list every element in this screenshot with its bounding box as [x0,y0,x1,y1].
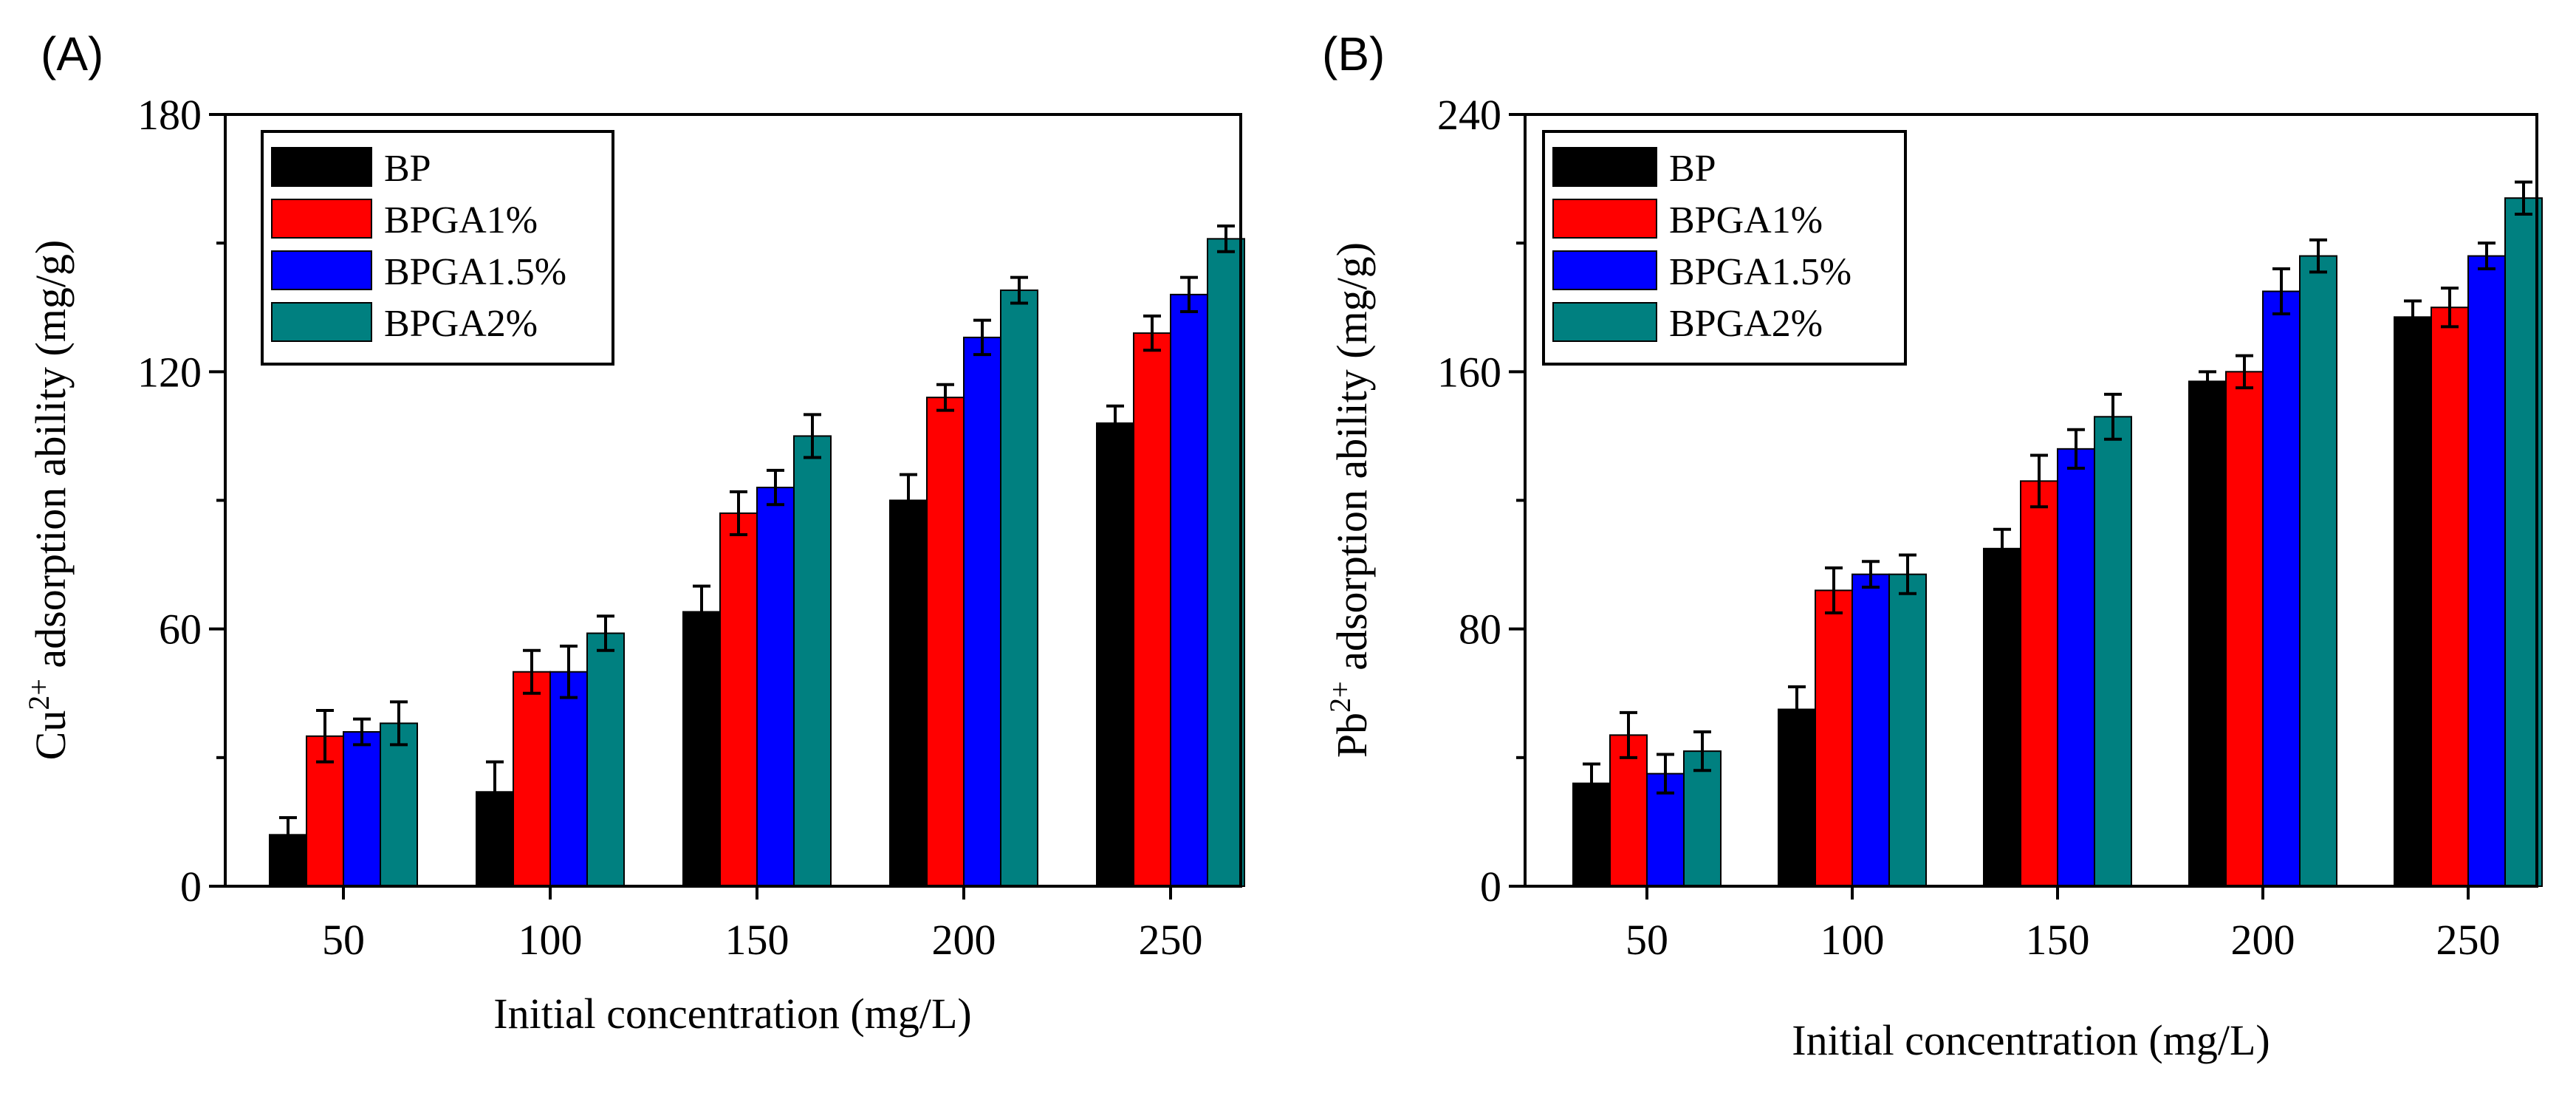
x-tick-label-100-b: 100 [1820,916,1885,964]
legend-swatch-bpga15-a [271,250,372,290]
legend-b: BP BPGA1% BPGA1.5% BPGA2% [1542,130,1907,366]
x-axis-title-b: Initial concentration (mg/L) [1792,1016,2270,1064]
x-tick-label-200-a: 200 [932,916,996,964]
bar-bp-100-b [1778,708,1816,887]
bar-bp-200-b [2188,380,2227,887]
x-tick-label-150-a: 150 [725,916,789,964]
bar-bpga1-200-b [2225,371,2264,888]
bar-bpga15-250-a [1170,293,1208,888]
bar-bpga15-50-a [343,731,381,887]
bar-bpga1-250-b [2431,306,2469,887]
x-axis-title-a: Initial concentration (mg/L) [493,990,971,1038]
x-tick-label-150-b: 150 [2026,916,2090,964]
bar-bpga15-250-b [2467,255,2506,888]
bar-bpga1-200-a [926,397,965,887]
y-tick-label-3-a: 180 [137,91,202,139]
legend-label-bpga1-a: BPGA1% [384,199,538,241]
legend-swatch-bpga15-b [1552,250,1657,290]
bar-bpga2-50-b [1683,750,1722,887]
bar-bpga15-200-b [2262,290,2301,887]
legend-label-bpga15-b: BPGA1.5% [1669,251,1852,293]
x-axis-ticks-b: 50 100 150 200 250 [1626,886,2501,964]
bar-bpga15-100-b [1852,573,1890,887]
bar-bpga2-200-b [2299,255,2337,888]
bar-bp-150-b [1983,547,2021,887]
error-bars-b [1583,180,2532,804]
y-axis-title-b: Pb2+ adsorption ability (mg/g) [1323,242,1376,758]
y-axis-title-rest-b: adsorption ability (mg/g) [1328,242,1376,681]
legend-label-bpga2-b: BPGA2% [1669,303,1823,345]
y-axis-title-ion-a: Cu [27,710,75,761]
bar-bpga15-200-a [963,336,1001,887]
y-axis-title-a: Cu2+ adsorption ability (mg/g) [22,240,75,761]
y-axis-title-charge-a: 2+ [22,679,55,710]
y-tick-label-0-b: 0 [1480,863,1501,911]
legend-swatch-bpga1-a [271,199,372,239]
error-bars-a [279,224,1235,854]
bar-bp-250-a [1096,422,1134,887]
bars-b [1572,197,2543,888]
legend-swatch-bpga1-b [1552,199,1657,239]
y-axis-ticks-b: 0 80 160 240 [1437,91,1525,911]
legend-label-bp-b: BP [1669,148,1716,190]
bar-bpga2-50-a [380,722,418,888]
bar-bpga2-200-a [1000,289,1038,887]
bar-bpga15-150-a [756,487,795,887]
y-tick-label-2-a: 120 [137,348,202,396]
x-tick-label-50-a: 50 [322,916,365,964]
bar-bpga2-250-a [1207,238,1245,888]
x-axis-ticks-a: 50 100 150 200 250 [322,886,1203,964]
y-axis-ticks-a: 0 60 120 180 [137,91,225,911]
bar-bpga1-100-a [513,671,551,887]
y-axis-title-charge-b: 2+ [1323,681,1357,713]
x-tick-label-250-b: 250 [2436,916,2501,964]
bar-bpga1-250-a [1133,332,1171,888]
y-tick-label-1-a: 60 [159,606,202,654]
bar-bpga1-150-a [719,512,758,888]
bar-bpga2-150-a [793,435,832,887]
bar-bp-150-a [682,611,721,887]
chart-panel-a: (A) 0 60 120 180 50 100 150 200 250 Initial con… [22,27,1245,1038]
y-tick-label-1-b: 80 [1459,606,1501,654]
legend-label-bp-a: BP [384,148,431,190]
bar-bp-250-b [2394,316,2432,887]
panel-label-a: (A) [41,27,103,80]
x-tick-label-50-b: 50 [1626,916,1668,964]
legend-swatch-bp-b [1552,147,1657,187]
legend-swatch-bpga2-b [1552,302,1657,342]
bar-bpga15-150-b [2057,448,2095,887]
y-tick-label-2-b: 160 [1437,348,1501,396]
panel-label-b: (B) [1322,27,1385,80]
x-tick-label-200-b: 200 [2231,916,2295,964]
legend-swatch-bp-a [271,147,372,187]
legend-swatch-bpga2-a [271,302,372,342]
bar-bpga1-150-b [2020,480,2058,887]
y-axis-title-rest-a: adsorption ability (mg/g) [27,240,75,679]
x-tick-label-100-a: 100 [518,916,583,964]
bars-a [269,238,1245,888]
legend-a: BP BPGA1% BPGA1.5% BPGA2% [261,130,614,366]
y-tick-label-0-a: 0 [180,863,202,911]
bar-bpga2-100-b [1888,573,1927,887]
legend-label-bpga15-a: BPGA1.5% [384,251,566,293]
bar-bpga1-100-b [1815,589,1853,888]
bar-bp-200-a [889,499,928,887]
x-tick-label-250-a: 250 [1139,916,1203,964]
chart-panel-b: (B) 0 80 160 240 50 100 150 200 250 Initial con… [1322,27,2543,1064]
bar-bpga15-100-a [549,671,588,887]
y-tick-label-3-b: 240 [1437,91,1501,139]
bar-bpga2-100-a [586,632,625,887]
legend-label-bpga1-b: BPGA1% [1669,199,1823,241]
y-axis-title-ion-b: Pb [1328,713,1376,758]
bar-bpga2-150-b [2094,416,2132,887]
legend-label-bpga2-a: BPGA2% [384,303,538,345]
